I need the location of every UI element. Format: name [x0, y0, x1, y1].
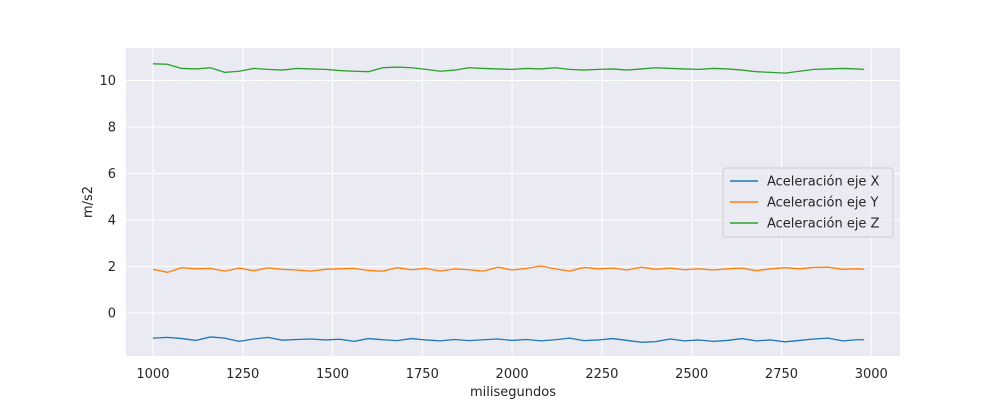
x-tick-label: 2000: [496, 367, 529, 382]
x-tick-label: 2500: [675, 367, 708, 382]
legend-box: [722, 167, 894, 238]
y-tick-label: 6: [108, 167, 116, 182]
series-line-1: [152, 336, 865, 343]
legend-label: Aceleración eje Z: [767, 217, 880, 232]
x-tick-label: 2750: [765, 367, 798, 382]
legend-label: Aceleración eje X: [767, 175, 880, 190]
y-tick-label: 10: [99, 74, 116, 89]
series-line-3: [152, 63, 865, 74]
x-tick-label: 3000: [855, 367, 888, 382]
x-axis-label: milisegundos: [470, 385, 556, 400]
legend: Aceleración eje X Aceleración eje Y Aceler…: [722, 167, 894, 238]
grid: [126, 48, 900, 356]
x-tick-label: 1500: [316, 367, 349, 382]
series-line-2: [152, 265, 865, 273]
y-axis-label: m/s2: [81, 186, 96, 218]
legend-label: Aceleración eje Y: [767, 196, 879, 211]
x-tick-label: 1250: [226, 367, 259, 382]
y-tick-label: 2: [108, 260, 116, 275]
x-tick-label: 2250: [585, 367, 618, 382]
y-tick-label: 8: [108, 121, 116, 136]
y-tick-label: 4: [108, 214, 116, 229]
series-layer: [152, 63, 865, 343]
y-tick-label: 0: [108, 306, 116, 321]
x-tick-label: 1750: [406, 367, 439, 382]
x-tick-label: 1000: [136, 367, 169, 382]
tick-labels: 1000 1250 1500 1750 2000 2250 2500 2750 3000 0 2 4 6…: [99, 74, 887, 382]
